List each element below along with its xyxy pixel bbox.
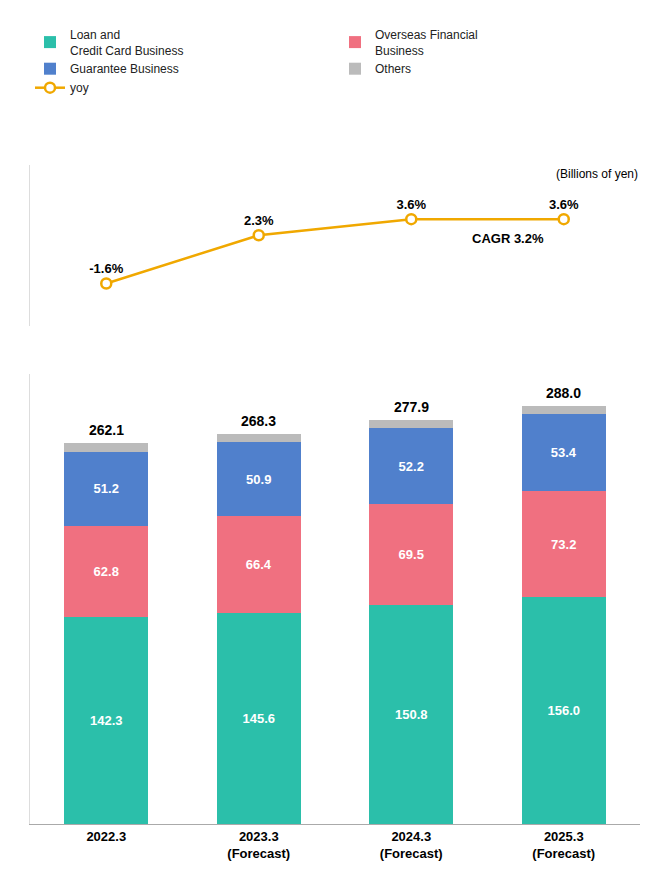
svg-text:2022.3: 2022.3: [86, 829, 126, 844]
svg-text:2023.3(Forecast): 2023.3(Forecast): [227, 829, 290, 861]
svg-text:142.3: 142.3: [90, 713, 123, 728]
svg-text:268.3: 268.3: [241, 413, 276, 429]
svg-text:156.0: 156.0: [547, 703, 580, 718]
svg-text:150.8: 150.8: [395, 707, 428, 722]
svg-text:66.4: 66.4: [246, 557, 272, 572]
svg-text:262.1: 262.1: [89, 422, 124, 438]
svg-text:62.8: 62.8: [94, 564, 119, 579]
svg-text:Overseas FinancialBusiness: Overseas FinancialBusiness: [375, 28, 478, 58]
svg-text:52.2: 52.2: [399, 459, 424, 474]
svg-text:CAGR 3.2%: CAGR 3.2%: [472, 231, 544, 246]
svg-text:73.2: 73.2: [551, 537, 576, 552]
svg-text:277.9: 277.9: [394, 399, 429, 415]
svg-text:2024.3(Forecast): 2024.3(Forecast): [380, 829, 443, 861]
svg-text:2025.3(Forecast): 2025.3(Forecast): [532, 829, 595, 861]
svg-text:yoy: yoy: [70, 81, 89, 95]
svg-text:51.2: 51.2: [94, 481, 119, 496]
svg-text:3.6%: 3.6%: [396, 197, 426, 212]
svg-text:145.6: 145.6: [242, 711, 275, 726]
svg-text:50.9: 50.9: [246, 472, 271, 487]
svg-text:53.4: 53.4: [551, 445, 577, 460]
svg-text:Loan andCredit Card Business: Loan andCredit Card Business: [70, 28, 183, 58]
svg-text:(Billions of yen): (Billions of yen): [556, 167, 638, 181]
svg-text:2.3%: 2.3%: [244, 213, 274, 228]
svg-text:Guarantee Business: Guarantee Business: [70, 62, 179, 76]
svg-text:69.5: 69.5: [399, 547, 424, 562]
svg-text:3.6%: 3.6%: [549, 197, 579, 212]
svg-text:-1.6%: -1.6%: [89, 261, 123, 276]
svg-text:288.0: 288.0: [546, 385, 581, 401]
svg-text:Others: Others: [375, 62, 411, 76]
